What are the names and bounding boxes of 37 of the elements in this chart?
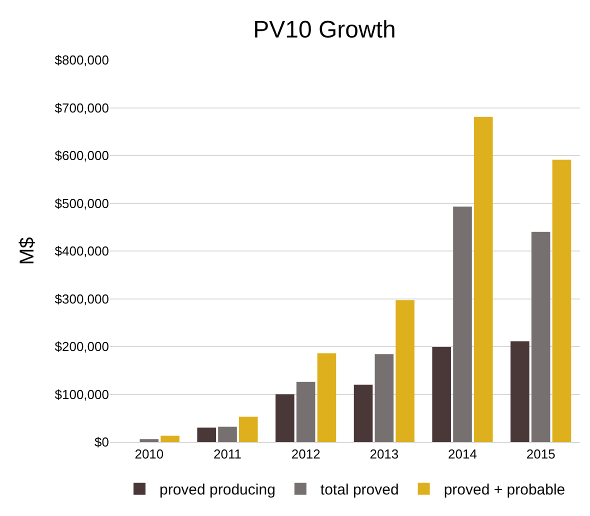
bar [474,116,493,442]
legend-label: proved + probable [444,482,566,499]
bar [453,206,472,442]
y-tick-label: $700,000 [54,100,109,116]
bar [238,416,258,442]
y-axis-title: M$ [16,237,38,265]
x-tick-label: 2014 [448,446,477,462]
x-tick-label: 2010 [134,446,164,462]
x-tick-label: 2015 [526,446,556,462]
bar [140,439,159,442]
y-tick-label: $300,000 [54,291,109,306]
bar [317,353,336,442]
bar [160,436,180,442]
y-tick-label: $500,000 [54,196,109,211]
chart-title: PV10 Growth [253,16,396,44]
bar [218,426,237,442]
legend-label: total proved [320,482,399,499]
y-tick-label: $0 [94,434,109,450]
y-tick-label: $800,000 [54,52,109,68]
bar [276,394,294,442]
legend-label: proved producing [160,482,276,499]
y-tick-label: $200,000 [54,339,109,354]
y-tick-label: $100,000 [54,386,109,402]
x-tick-label: 2011 [214,446,242,462]
bar [197,428,216,442]
bar [531,232,550,442]
bar [510,341,530,442]
x-tick-label: 2013 [370,446,399,462]
bar [374,354,394,442]
bar [396,300,414,442]
bar [432,346,452,442]
x-tick-label: 2012 [291,446,320,462]
bar [552,160,572,442]
y-tick-label: $400,000 [54,244,109,259]
bar [354,384,373,442]
y-tick-label: $600,000 [54,148,109,164]
bar [296,382,316,442]
